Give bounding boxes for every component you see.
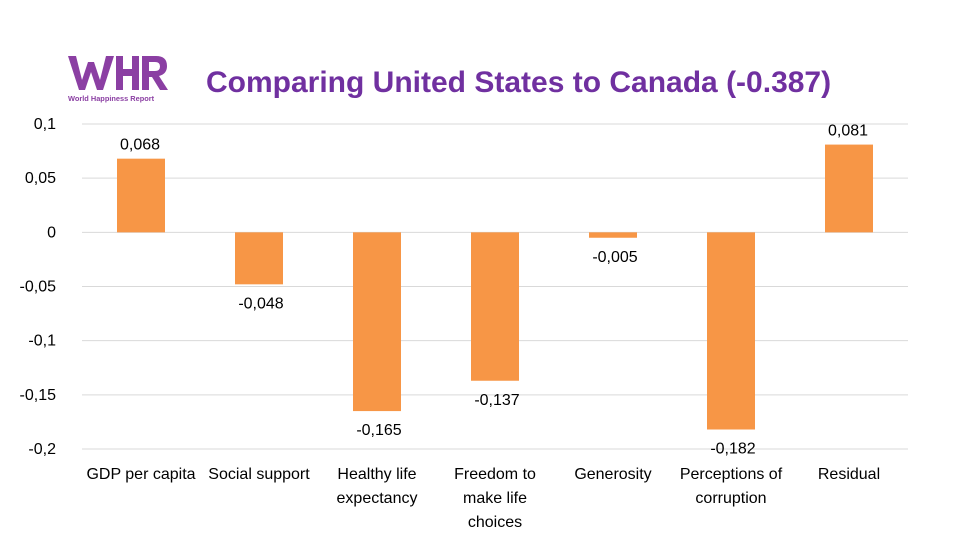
bar (471, 232, 519, 381)
category-label-line: Healthy life (337, 466, 416, 483)
data-label: -0,182 (710, 441, 755, 458)
data-label: -0,048 (238, 295, 283, 312)
data-label: 0,068 (120, 137, 160, 154)
category-label-line: Social support (208, 466, 310, 483)
category-label: Perceptions of corruption (680, 466, 783, 507)
bar (589, 232, 637, 238)
bar (707, 232, 755, 430)
bar (235, 232, 283, 285)
y-tick-label: -0,2 (28, 441, 56, 458)
y-tick-label: -0,05 (20, 279, 57, 296)
category-label: GDP per capita (86, 466, 195, 483)
data-label: -0,005 (592, 249, 637, 266)
category-label-line: corruption (695, 490, 766, 507)
category-label-line: GDP per capita (86, 466, 195, 483)
chart-title: Comparing United States to Canada (-0.38… (206, 66, 832, 99)
category-label: Healthy life expectancy (337, 466, 418, 507)
y-tick-label: 0 (47, 224, 56, 241)
category-label-line: Perceptions of (680, 466, 783, 483)
bar (353, 232, 401, 412)
bar (825, 144, 873, 233)
data-label: -0,137 (474, 392, 519, 409)
data-label: -0,165 (356, 422, 401, 439)
y-tick-label: -0,15 (20, 387, 57, 404)
category-label-line: Residual (818, 466, 880, 483)
category-label-line: expectancy (337, 490, 418, 507)
y-tick-label: 0,05 (25, 170, 56, 187)
bar (117, 158, 165, 233)
category-label: Residual (818, 466, 880, 483)
y-tick-label: -0,1 (28, 333, 56, 350)
category-label: Social support (208, 466, 310, 483)
whr-logo: World Happiness Report (68, 56, 168, 103)
category-label-line: Freedom to (454, 466, 536, 483)
data-label: 0,081 (828, 123, 868, 140)
category-label-line: make life (463, 490, 527, 507)
category-label-line: choices (468, 514, 522, 531)
category-label: Generosity (574, 466, 651, 483)
y-tick-label: 0,1 (34, 116, 56, 133)
category-label-line: Generosity (574, 466, 651, 483)
category-label: Freedom to make life choices (454, 466, 536, 531)
logo-caption: World Happiness Report (68, 94, 155, 103)
